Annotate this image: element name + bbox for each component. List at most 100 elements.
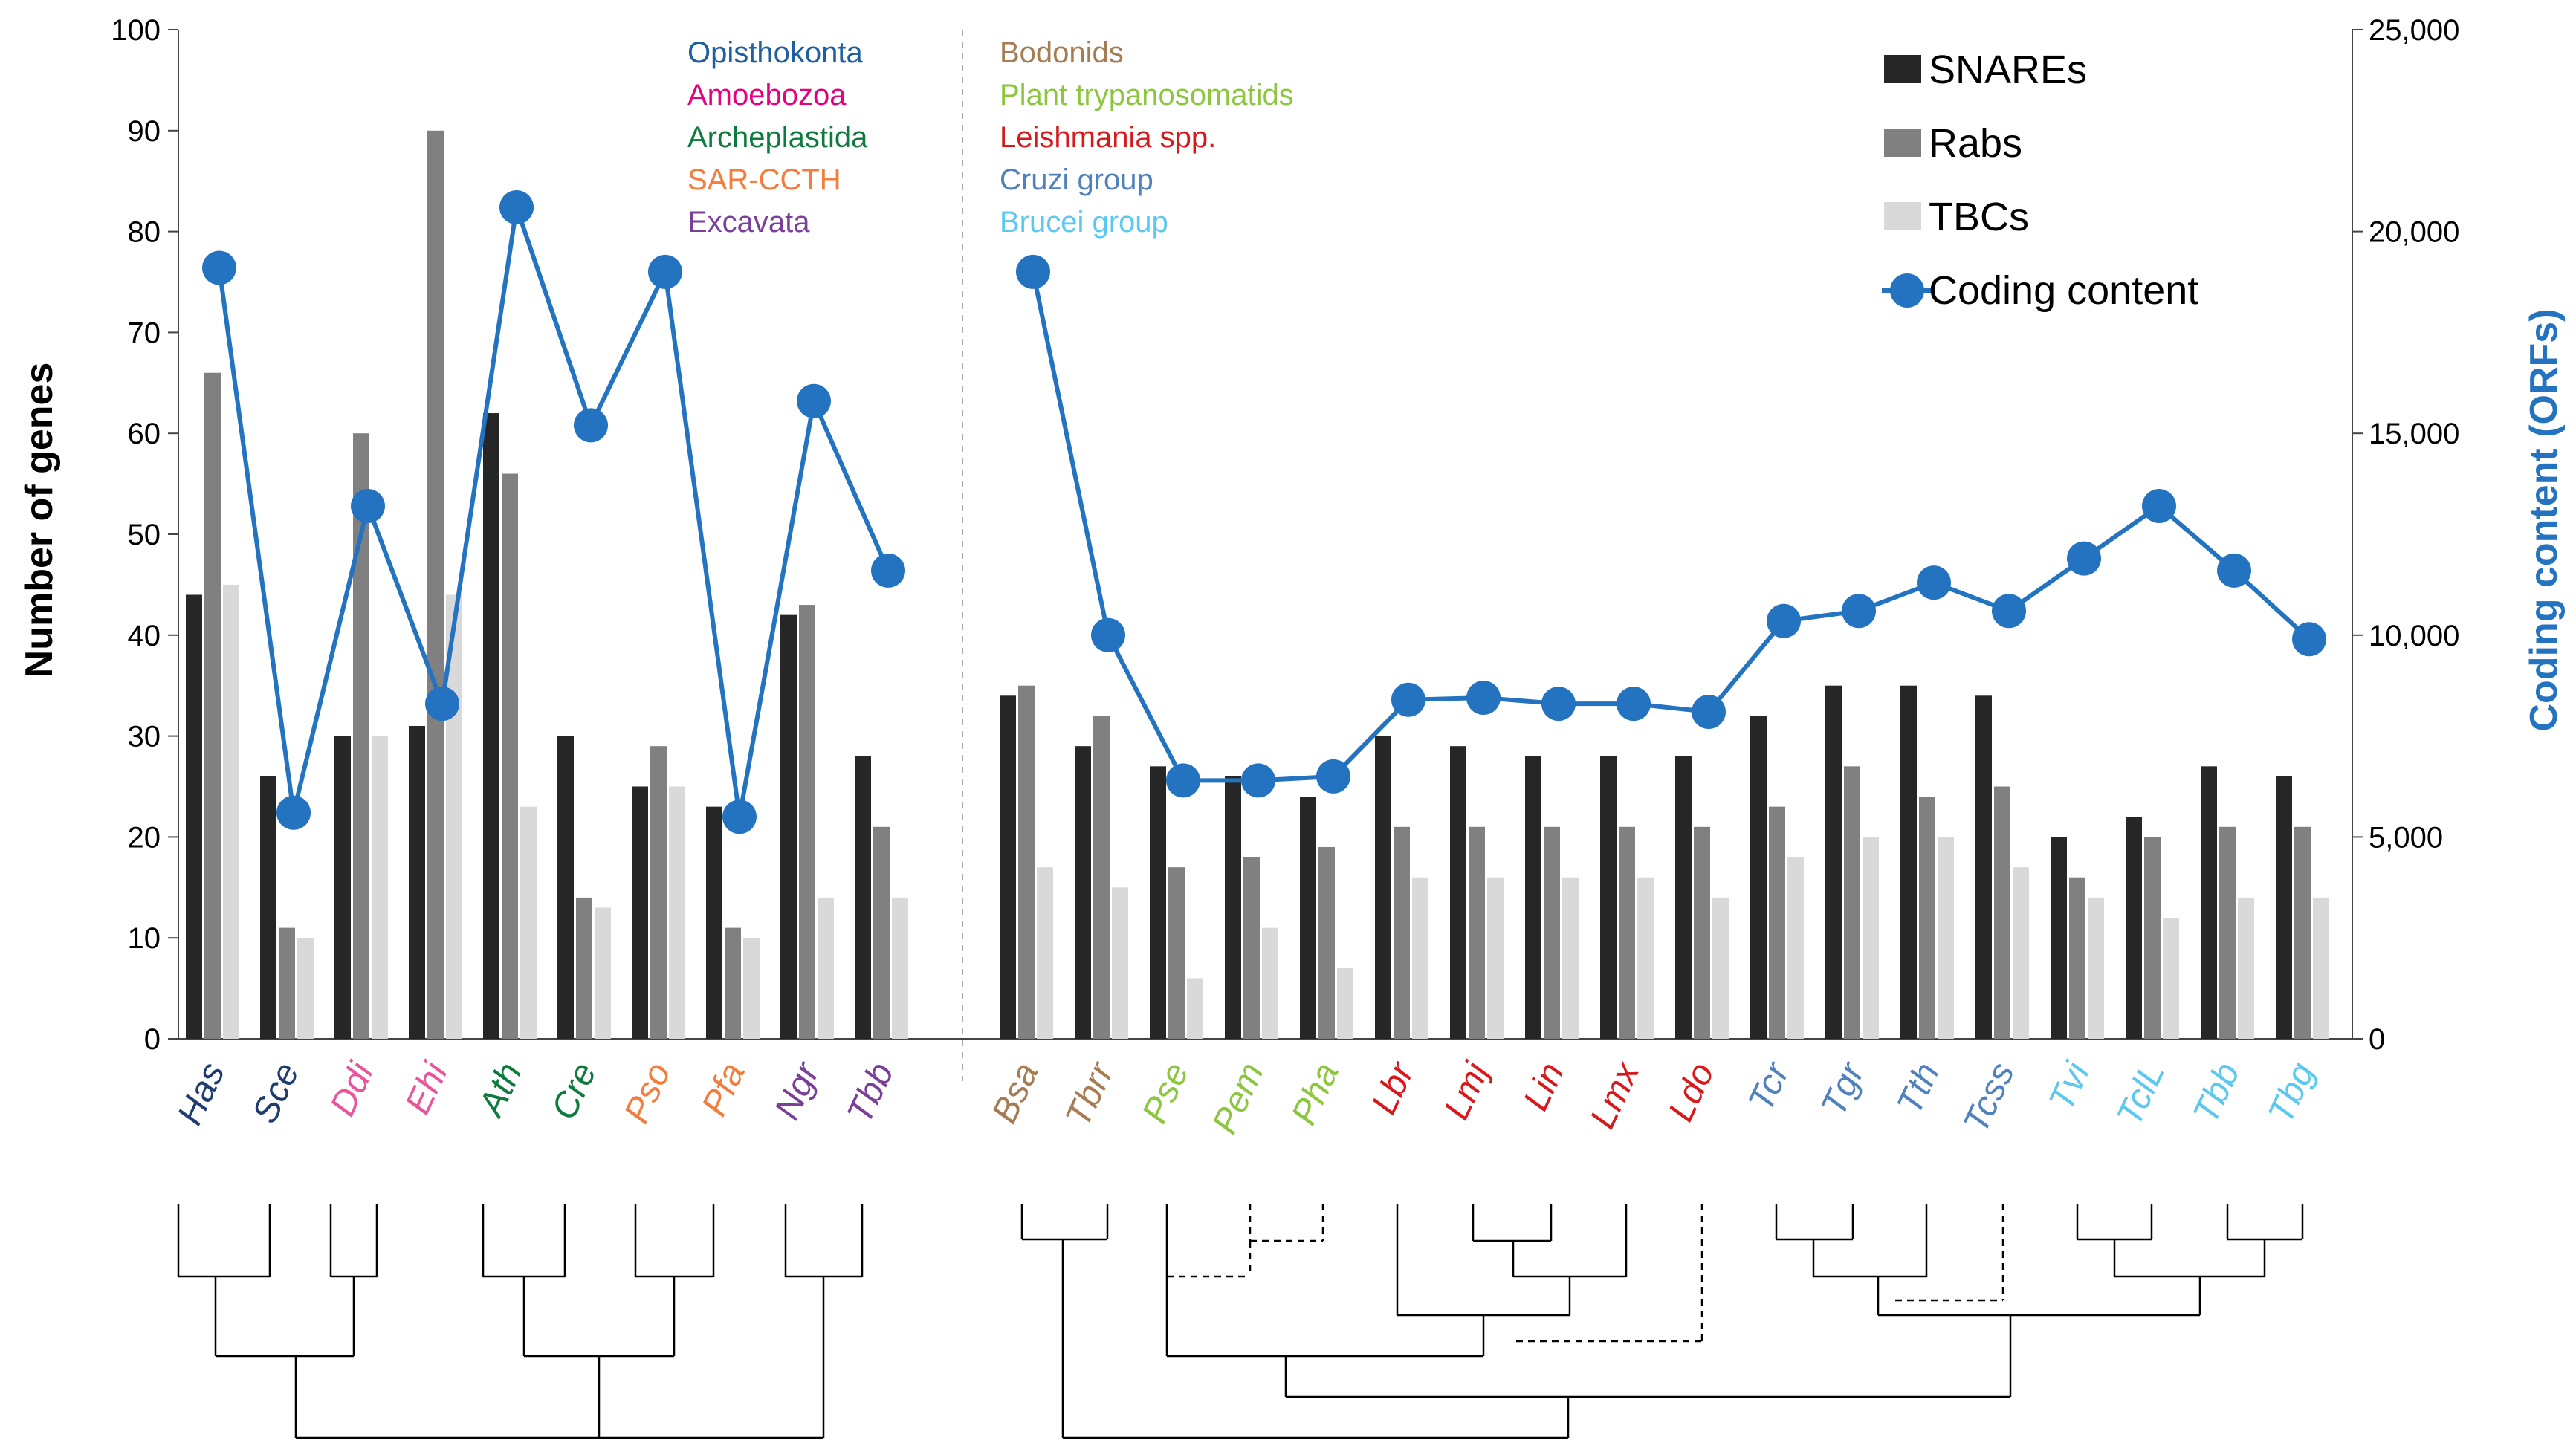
bar-tbcs [892, 897, 908, 1039]
bar-tbcs [1787, 857, 1804, 1039]
bar-snares [2051, 837, 2067, 1039]
bar-rabs [204, 372, 221, 1040]
bar-tbcs [1187, 978, 1203, 1039]
y-right-tick-label: 5,000 [2369, 821, 2443, 854]
bar-snares [1225, 776, 1241, 1039]
species-label: Ath [470, 1057, 530, 1123]
species-label: Lmx [1583, 1055, 1648, 1134]
bar-rabs [2219, 826, 2236, 1039]
bar-snares [1075, 746, 1091, 1039]
species-label: Pha [1284, 1057, 1347, 1131]
bar-rabs [1093, 716, 1110, 1039]
bar-snares [1825, 685, 1842, 1039]
line-point [648, 254, 682, 289]
line-point [202, 250, 236, 285]
bar-snares [1000, 695, 1016, 1039]
bar-tbcs [1112, 887, 1128, 1039]
bar-rabs [1544, 826, 1560, 1039]
bar-rabs [1919, 797, 1935, 1039]
legend-swatch [1884, 129, 1921, 157]
bar-rabs [1318, 846, 1335, 1039]
line-point [2142, 488, 2176, 523]
y-tick-label: 50 [128, 519, 161, 551]
bar-tbcs [372, 736, 388, 1039]
group-legend-entry: Excavata [687, 206, 810, 239]
y-right-tick-label: 20,000 [2369, 216, 2459, 249]
line-point [1091, 617, 1125, 652]
y-tick-label: 20 [128, 821, 161, 854]
bar-rabs [1168, 867, 1185, 1039]
bar-snares [1375, 736, 1391, 1039]
bar-snares [1150, 766, 1166, 1039]
species-label: Pso [617, 1057, 679, 1129]
legend-swatch [1884, 202, 1921, 230]
bar-tbcs [818, 897, 834, 1039]
species-labels: Has Sce Ddi Ehi Ath Cre Pso Pfa Ngr Tbb Bsa Tbrr Pse… [170, 1055, 2323, 1140]
bar-snares [1300, 797, 1316, 1039]
legend-label: Coding content [1929, 268, 2198, 313]
line-point [1842, 594, 1876, 629]
y-axis-right-title: Coding content (ORFs) [2522, 308, 2566, 731]
bar-tbcs [223, 584, 239, 1039]
bar-rabs [1243, 857, 1260, 1039]
bar-snares [632, 786, 648, 1039]
bar-snares [780, 614, 797, 1039]
bar-tbcs [1637, 877, 1654, 1039]
group-legend-entry: Archeplastida [687, 121, 868, 154]
line-point [1016, 254, 1050, 289]
bar-rabs [1469, 826, 1485, 1039]
bar-rabs [2144, 837, 2161, 1039]
bar-snares [409, 726, 425, 1039]
y-tick-label: 0 [144, 1023, 161, 1056]
line-point [1541, 687, 1576, 721]
bar-rabs [2069, 877, 2085, 1039]
legend-label: SNAREs [1929, 48, 2087, 92]
species-label: Pfa [694, 1057, 752, 1122]
bar-rabs [1619, 826, 1635, 1039]
line-point [1617, 687, 1651, 721]
y-axis-title: Number of genes [18, 363, 61, 678]
bar-rabs [725, 927, 741, 1039]
bar-snares [2126, 817, 2142, 1039]
line-point [1992, 594, 2026, 629]
y-right-tick-label: 15,000 [2369, 418, 2459, 450]
species-label: Ehi [398, 1056, 456, 1120]
y-tick-label: 40 [128, 620, 161, 652]
line-point [351, 488, 385, 523]
species-label: Tcr [1741, 1055, 1798, 1117]
line-segment-eukaryotes [217, 207, 890, 817]
line-point [574, 408, 608, 443]
axes: 0 10 20 30 40 50 60 70 80 90 100 0 5,000 10,000 15,000… [111, 14, 2459, 1081]
group-legend-entry: Amoebozoa [687, 79, 847, 111]
y-tick-label: 70 [128, 317, 161, 349]
group-legend-entry: Brucei group [1000, 206, 1168, 239]
bar-snares [1975, 695, 1992, 1039]
coding-content-line [202, 190, 2326, 834]
bar-tbcs [1938, 837, 1954, 1039]
group-legend-entry: Bodonids [1000, 36, 1124, 69]
bar-snares [1750, 716, 1767, 1039]
legend-label: TBCs [1929, 195, 2029, 239]
species-label: Tvi [2042, 1056, 2098, 1117]
bar-snares [483, 413, 499, 1039]
bar-rabs [650, 746, 667, 1039]
group-legend-entry: Leishmania spp. [1000, 121, 1216, 154]
y-tick-label: 80 [128, 216, 161, 249]
bar-tbcs [2238, 897, 2254, 1039]
species-label: Lbr [1365, 1055, 1423, 1120]
bar-snares [1600, 756, 1617, 1039]
bar-rabs [1769, 806, 1785, 1039]
bar-tbcs [669, 786, 685, 1039]
bar-rabs [1394, 826, 1410, 1039]
bar-rabs [427, 130, 444, 1039]
group-legend-entry: Cruzi group [1000, 163, 1153, 196]
bar-snares [260, 776, 276, 1039]
bar-tbcs [1487, 877, 1504, 1039]
line-point [499, 190, 534, 225]
y-tick-label: 100 [111, 14, 161, 47]
bar-snares [706, 806, 722, 1039]
bar-tbcs [297, 938, 314, 1039]
legend: SNAREs Rabs TBCs Coding content [1882, 48, 2198, 313]
bar-tbcs [1262, 927, 1278, 1039]
y-right-tick-label: 10,000 [2369, 620, 2459, 652]
